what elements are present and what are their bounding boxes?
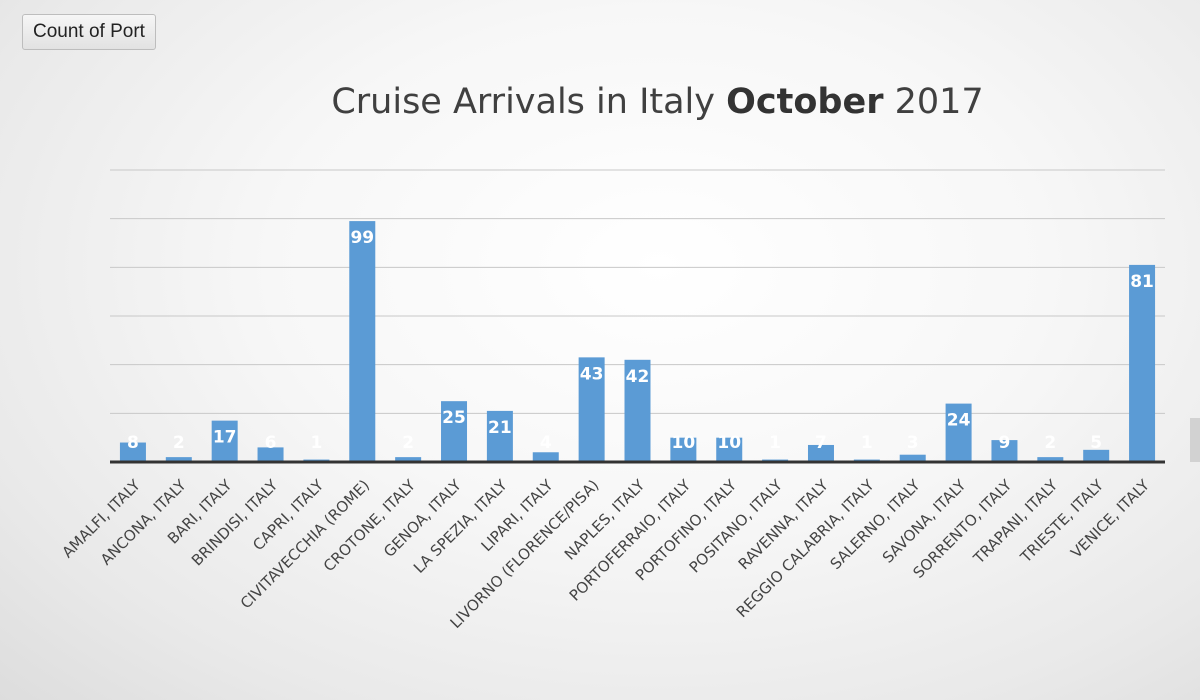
data-label-1: 2 <box>173 433 185 453</box>
data-label-14: 1 <box>769 433 781 453</box>
data-label-22: 81 <box>1130 272 1154 292</box>
chart-edge-mark <box>1190 418 1200 462</box>
data-label-20: 2 <box>1044 433 1056 453</box>
bar-22 <box>1129 264 1156 462</box>
category-label-0: AMALFI, ITALY <box>58 476 144 562</box>
bar-13 <box>716 437 743 462</box>
bar-1 <box>165 457 192 462</box>
data-label-7: 25 <box>442 408 466 428</box>
chart-title: Cruise Arrivals in Italy October 2017 <box>0 82 1200 122</box>
count-of-port-field-button[interactable]: Count of Port <box>22 14 156 50</box>
data-label-9: 4 <box>540 433 552 453</box>
data-label-11: 42 <box>626 367 650 387</box>
bar-8 <box>486 410 513 462</box>
bar-9 <box>532 452 559 462</box>
chart-title-month: October <box>726 82 884 122</box>
bar-21 <box>1083 449 1110 462</box>
category-label-11: NAPLES, ITALY <box>561 476 649 564</box>
bar-18 <box>945 403 972 462</box>
data-label-18: 24 <box>947 411 971 431</box>
bar-5 <box>349 221 376 462</box>
data-label-4: 1 <box>310 433 322 453</box>
data-label-13: 10 <box>717 433 741 453</box>
bar-6 <box>395 457 422 462</box>
chart-title-year: 2017 <box>883 82 984 122</box>
data-label-19: 9 <box>999 433 1011 453</box>
data-label-2: 17 <box>213 428 237 448</box>
category-label-22: VENICE, ITALY <box>1067 476 1153 562</box>
bar-10 <box>578 357 605 462</box>
bar-17 <box>899 454 926 462</box>
bar-20 <box>1037 457 1064 462</box>
bar-15 <box>807 444 834 462</box>
data-label-15: 7 <box>815 433 827 453</box>
chart-title-prefix: Cruise Arrivals in Italy <box>331 82 727 122</box>
data-label-17: 3 <box>907 433 919 453</box>
data-label-10: 43 <box>580 364 604 384</box>
data-label-0: 8 <box>127 433 139 453</box>
data-label-6: 2 <box>402 433 414 453</box>
data-label-21: 5 <box>1090 433 1102 453</box>
data-label-3: 6 <box>265 433 277 453</box>
bar-3 <box>257 447 284 462</box>
bar-19 <box>991 440 1018 462</box>
bar-0 <box>119 442 146 462</box>
bar-2 <box>211 420 238 462</box>
bar-11 <box>624 359 651 462</box>
data-label-12: 10 <box>672 433 696 453</box>
data-label-5: 99 <box>350 228 374 248</box>
bar-12 <box>670 437 697 462</box>
data-label-8: 21 <box>488 418 512 438</box>
data-label-16: 1 <box>861 433 873 453</box>
bar-7 <box>441 401 468 462</box>
